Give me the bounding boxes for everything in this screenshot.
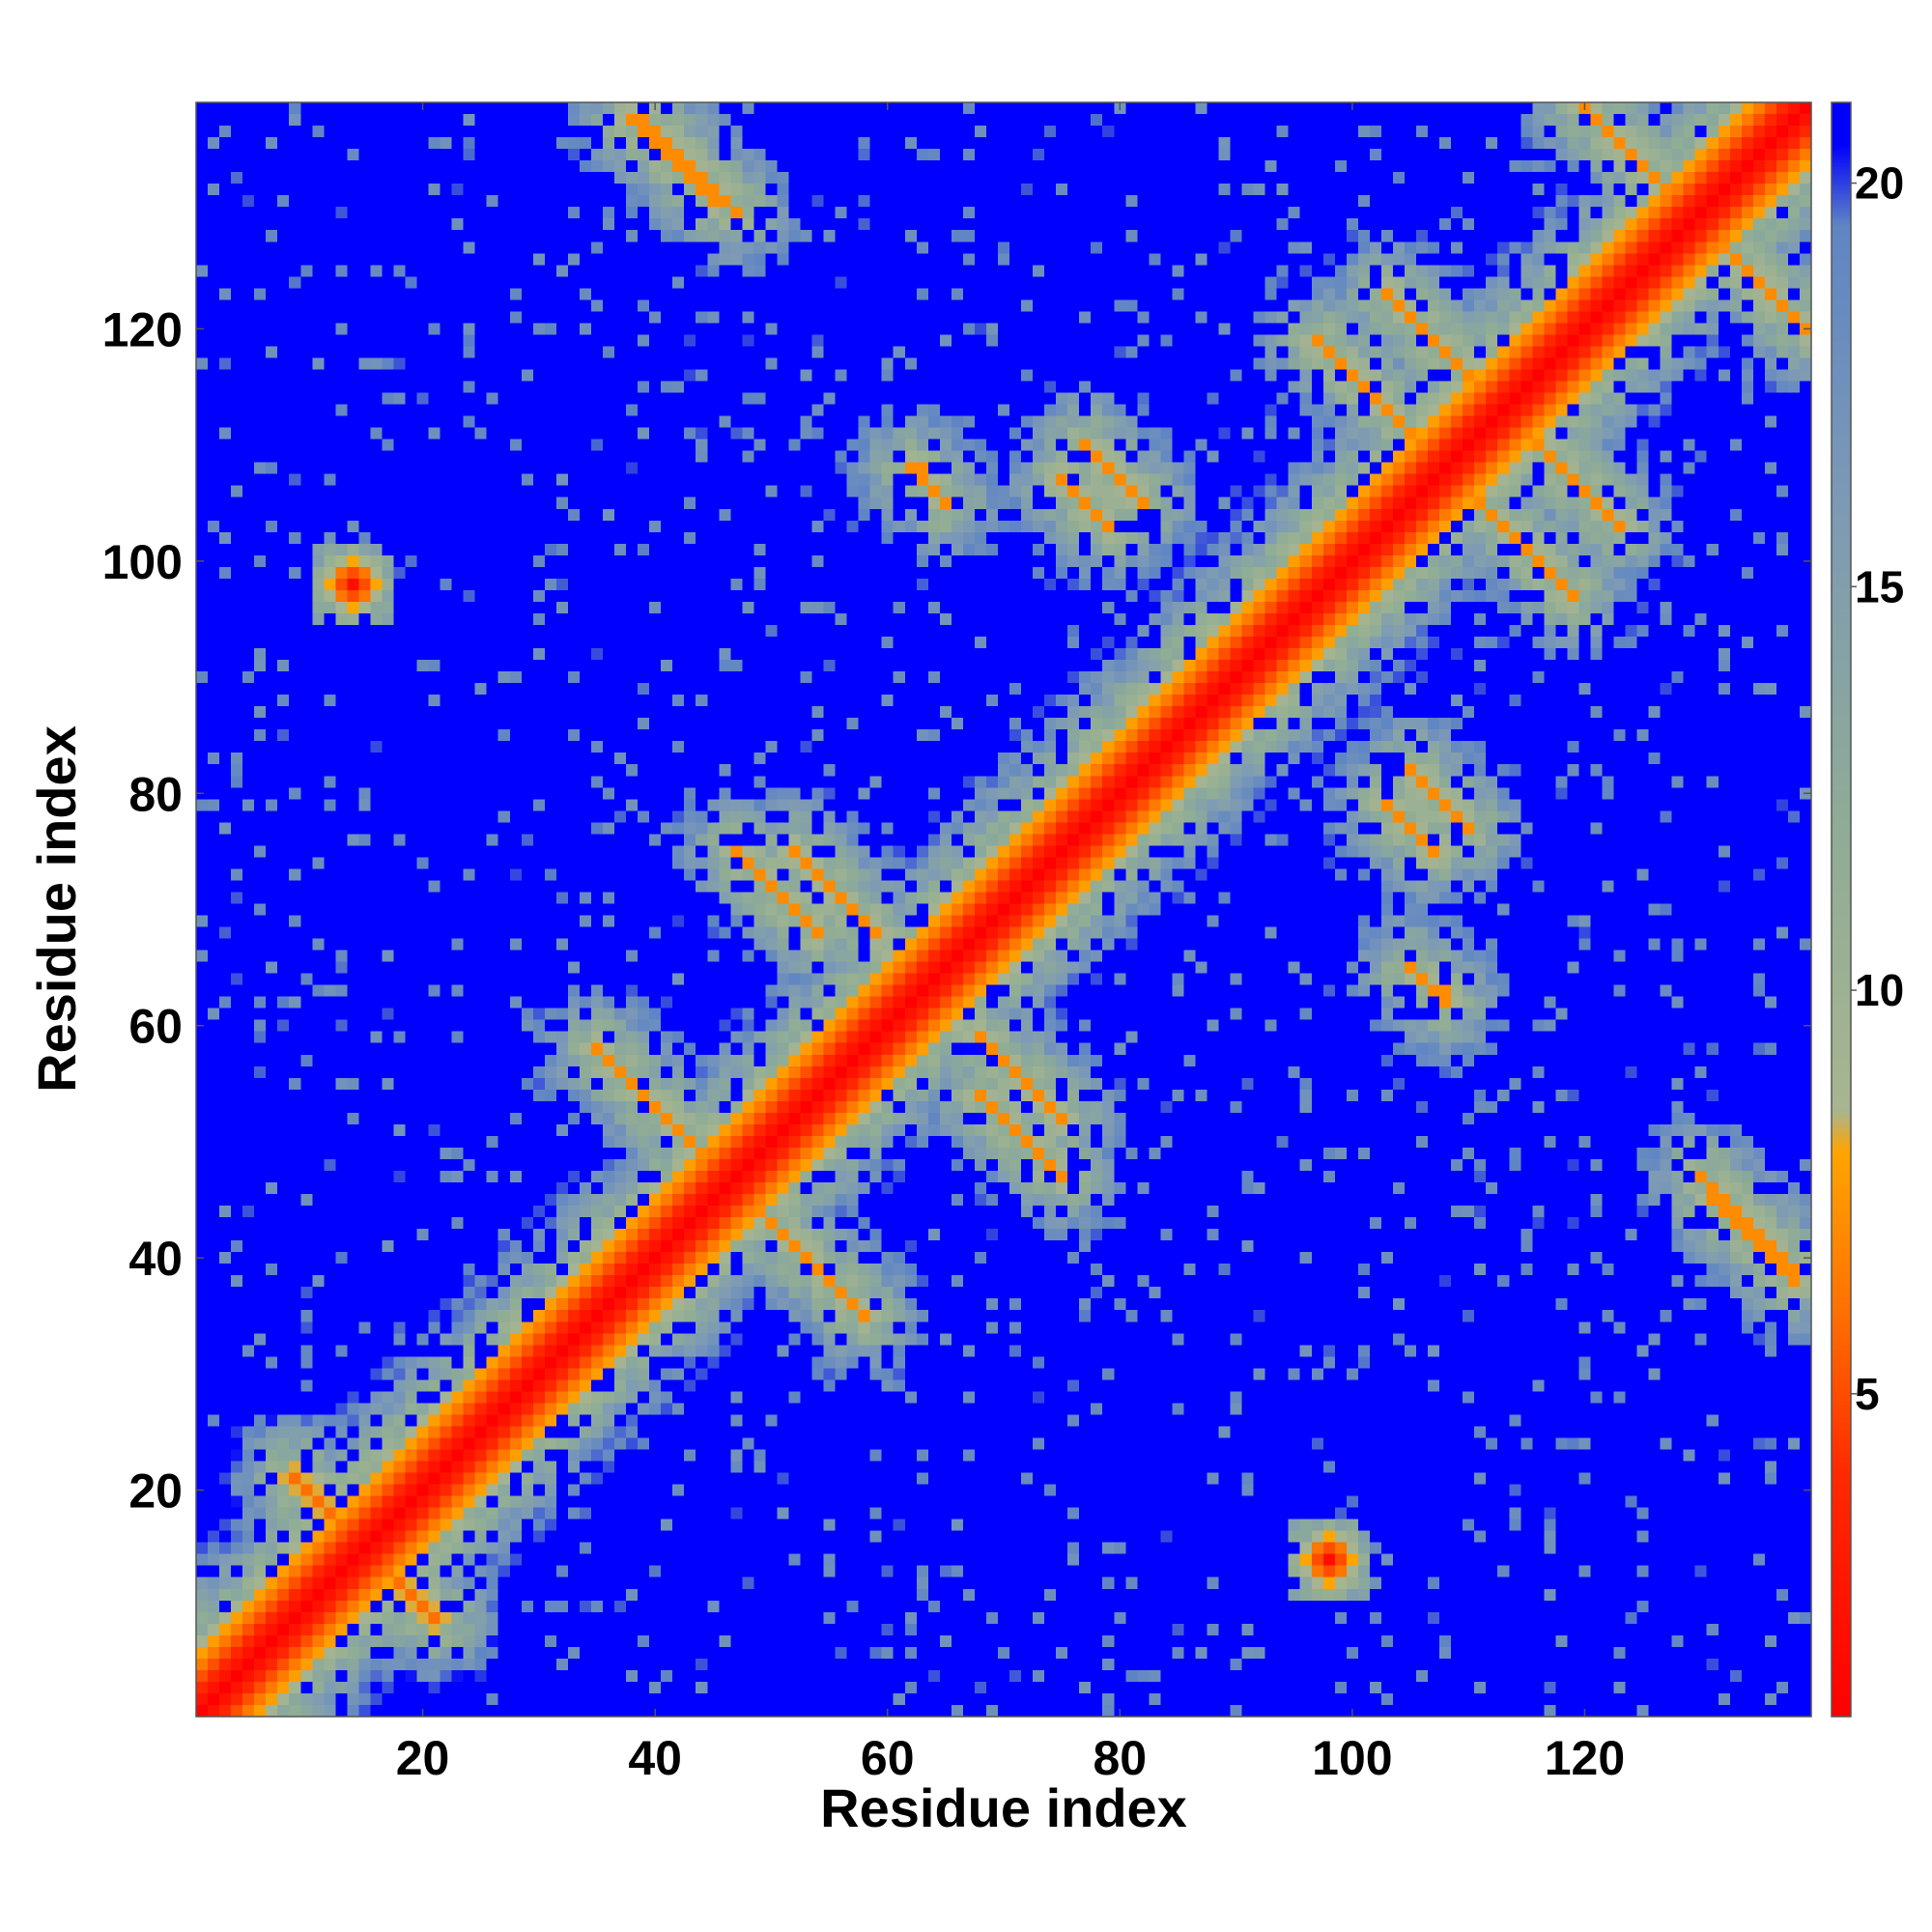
x-tick-label: 80 xyxy=(1093,1731,1147,1785)
heatmap-grid xyxy=(196,102,1811,1717)
colorbar-tick-label: 20 xyxy=(1855,158,1904,209)
y-tick-label: 60 xyxy=(128,1000,183,1054)
x-tick-label: 120 xyxy=(1545,1731,1625,1785)
y-axis-ticks: 20 40 60 80 100 120 xyxy=(102,302,1811,1519)
x-axis-ticks: 20 40 60 80 100 120 xyxy=(396,102,1625,1785)
x-tick-label: 40 xyxy=(628,1731,682,1785)
x-tick-label: 20 xyxy=(396,1731,450,1785)
y-tick-label: 100 xyxy=(102,535,183,589)
colorbar xyxy=(1832,102,1851,1717)
x-tick-label: 100 xyxy=(1312,1731,1392,1785)
x-tick-label: 60 xyxy=(861,1731,915,1785)
colorbar-ticks: 5 10 15 20 xyxy=(1851,158,1904,1419)
y-tick-label: 20 xyxy=(128,1464,183,1519)
y-tick-label: 120 xyxy=(102,302,183,356)
y-tick-label: 80 xyxy=(128,767,183,821)
plot-frame xyxy=(195,101,1812,1718)
y-axis-title: Residue index xyxy=(26,725,87,1093)
colorbar-tick-label: 15 xyxy=(1855,561,1904,611)
colorbar-frame xyxy=(1831,101,1852,1718)
y-tick-label: 40 xyxy=(128,1232,183,1286)
x-axis-title: Residue index xyxy=(820,1777,1187,1838)
colorbar-tick-label: 10 xyxy=(1855,965,1904,1015)
colorbar-tick-label: 5 xyxy=(1855,1369,1880,1419)
